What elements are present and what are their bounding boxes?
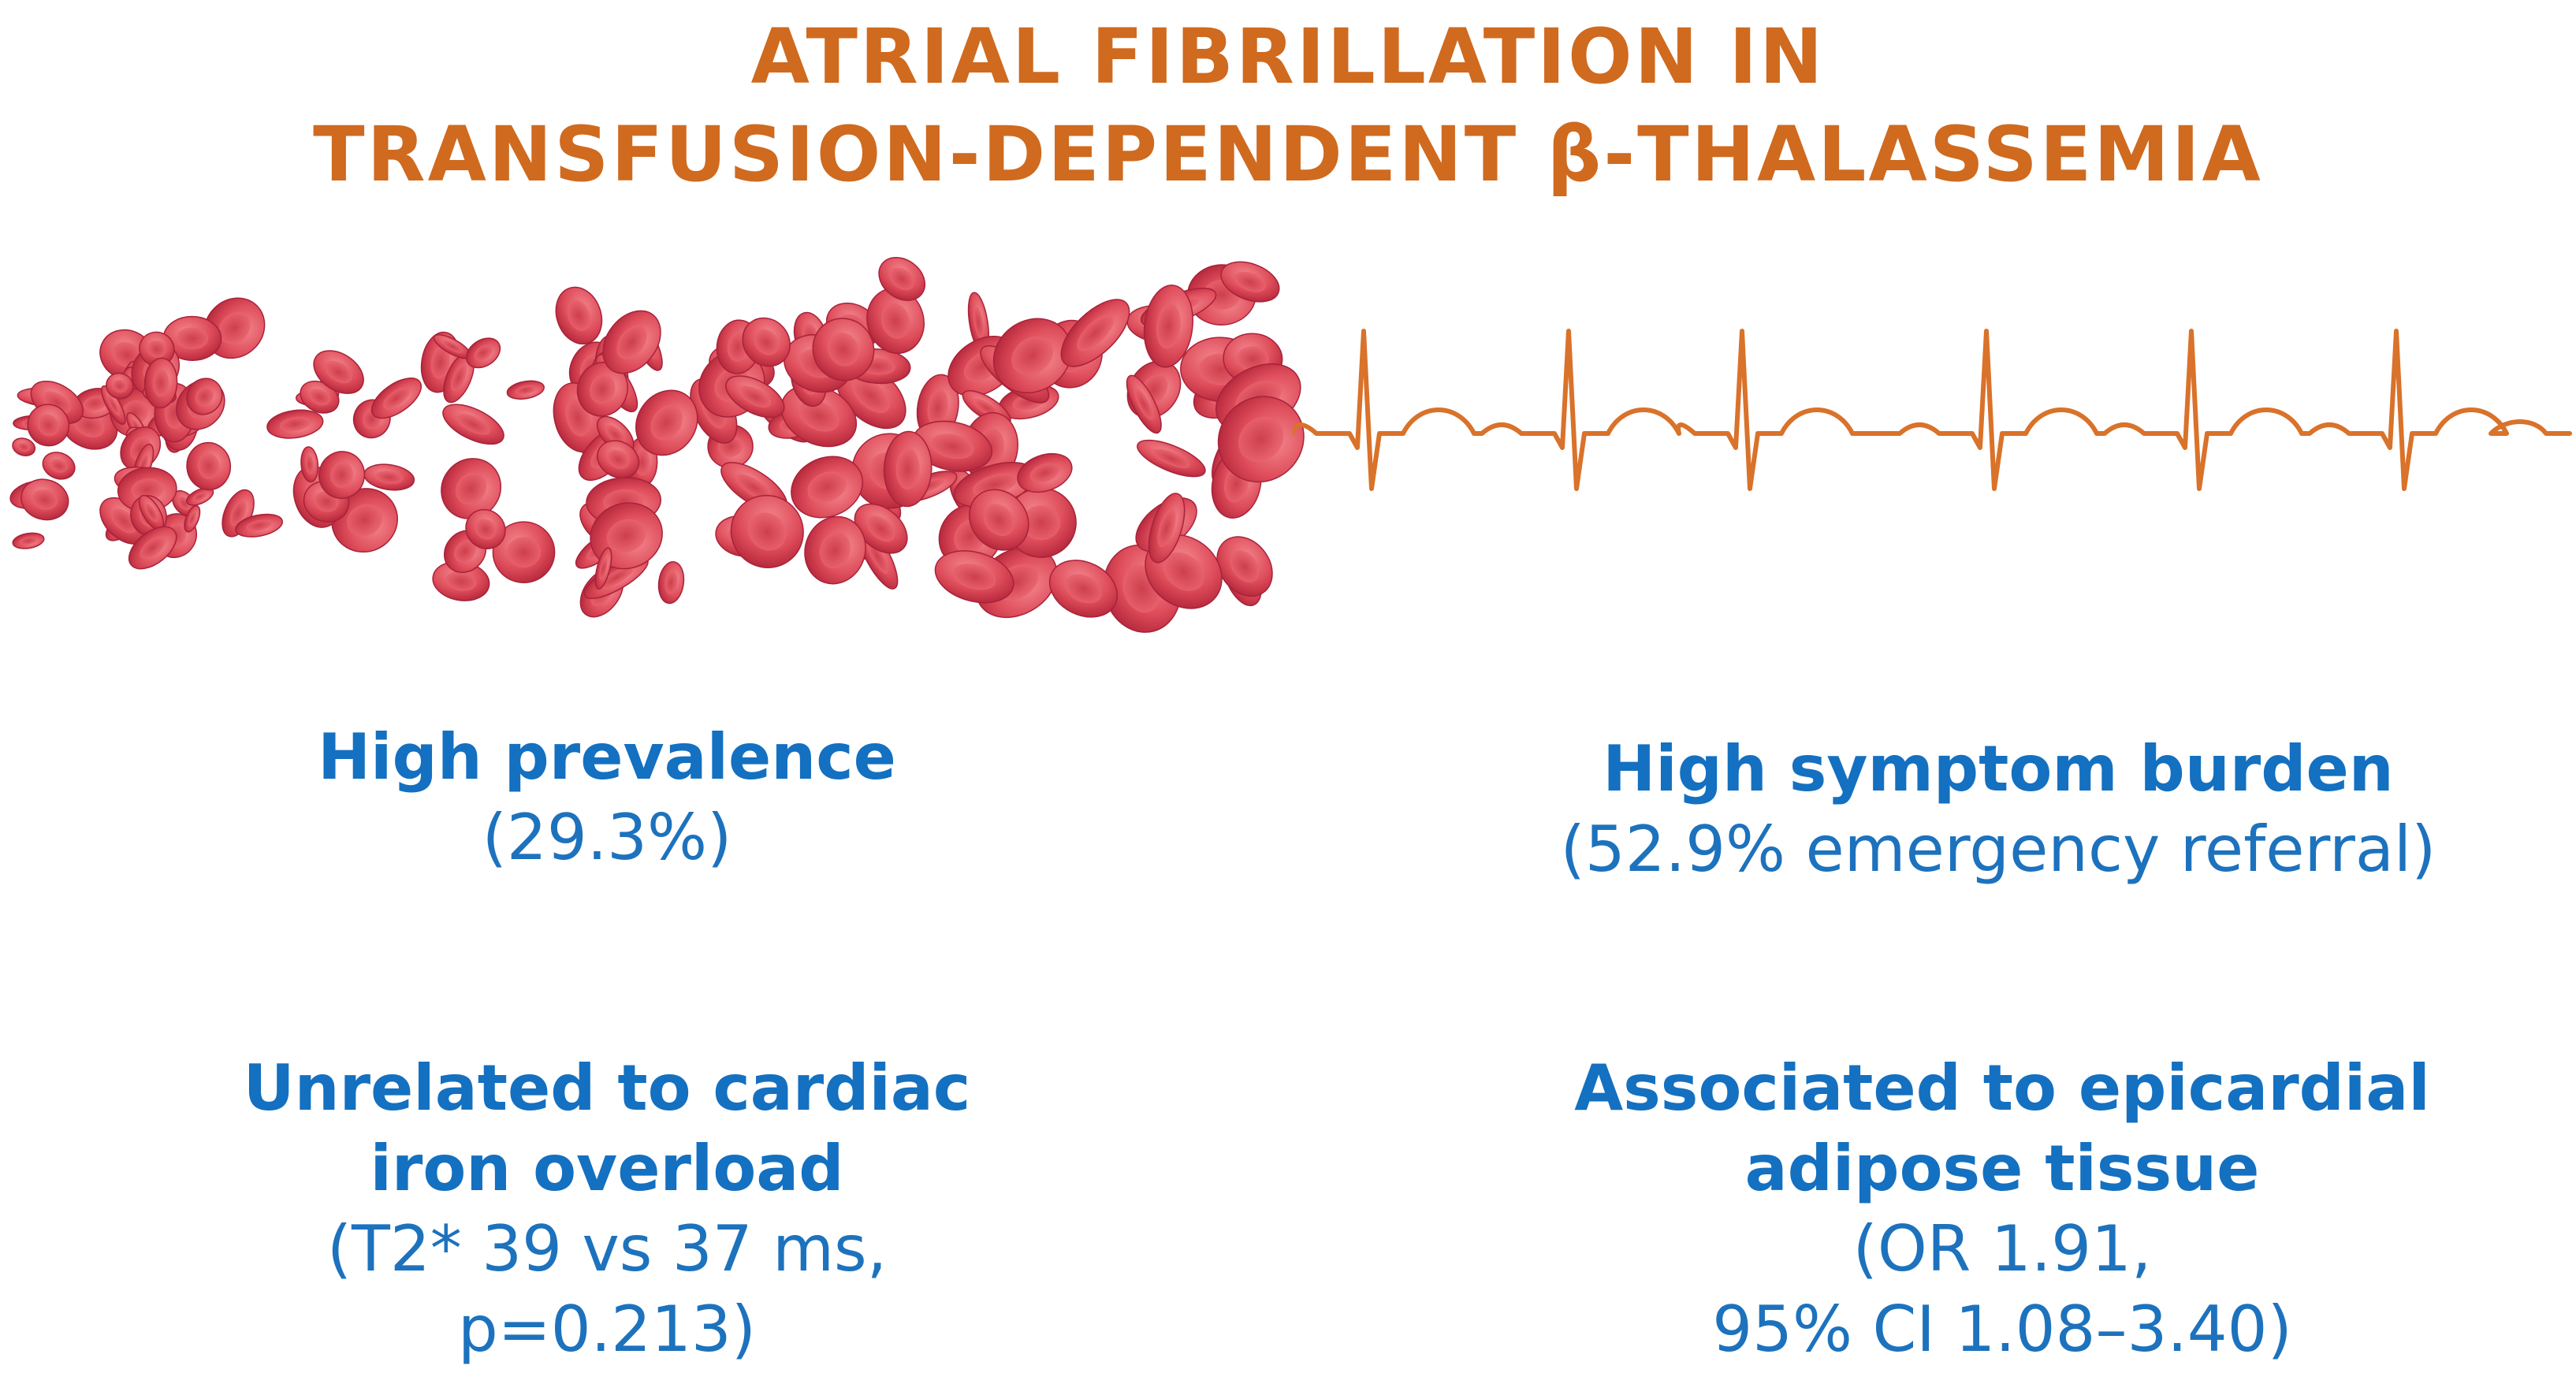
red-blood-cell bbox=[1060, 299, 1130, 367]
red-blood-cell bbox=[1126, 374, 1162, 434]
red-blood-cell bbox=[742, 317, 791, 367]
red-blood-cell bbox=[1143, 285, 1193, 368]
red-blood-cell bbox=[1137, 439, 1206, 478]
red-blood-cell bbox=[968, 489, 1029, 551]
red-blood-cell bbox=[442, 404, 504, 445]
red-blood-cell bbox=[812, 318, 875, 381]
red-blood-cell bbox=[725, 375, 785, 419]
red-blood-cell bbox=[1216, 536, 1273, 597]
ecg-trace-illustration bbox=[1293, 329, 2572, 491]
red-blood-cell bbox=[42, 452, 76, 480]
red-blood-cell bbox=[1220, 261, 1280, 303]
red-blood-cell bbox=[883, 430, 932, 508]
finding-iron-overload-detail-2: p=0.213) bbox=[457, 1293, 757, 1366]
red-blood-cell bbox=[854, 503, 908, 554]
red-blood-cell bbox=[555, 286, 603, 345]
finding-epicardial-adipose: Associated to epicardial adipose tissue … bbox=[1482, 1048, 2522, 1370]
finding-iron-overload-detail-1: (T2* 39 vs 37 ms, bbox=[326, 1212, 888, 1285]
red-blood-cell bbox=[441, 458, 502, 519]
finding-epicardial-adipose-detail-1: (OR 1.91, bbox=[1852, 1212, 2152, 1285]
infographic-title: ATRIAL FIBRILLATION IN TRANSFUSION-DEPEN… bbox=[0, 8, 2576, 203]
red-blood-cell bbox=[635, 389, 698, 456]
red-blood-cell bbox=[266, 409, 324, 439]
red-blood-cell bbox=[730, 494, 804, 568]
finding-epicardial-adipose-heading-1: Associated to epicardial bbox=[1574, 1051, 2430, 1125]
red-blood-cell bbox=[106, 372, 134, 400]
red-blood-cell bbox=[465, 508, 506, 549]
red-blood-cell bbox=[791, 456, 864, 519]
red-blood-cell bbox=[657, 560, 685, 605]
finding-prevalence-heading: High prevalence bbox=[318, 720, 896, 794]
red-blood-cell bbox=[186, 441, 232, 491]
finding-iron-overload: Unrelated to cardiac iron overload (T2* … bbox=[142, 1048, 1072, 1370]
red-blood-cell bbox=[992, 318, 1072, 394]
red-blood-cell bbox=[27, 404, 70, 447]
finding-symptom-burden-heading: High symptom burden bbox=[1603, 732, 2394, 805]
title-line-2: TRANSFUSION-DEPENDENT β-THALASSEMIA bbox=[313, 110, 2263, 199]
red-blood-cell bbox=[492, 521, 556, 584]
red-blood-cell bbox=[804, 515, 866, 585]
ecg-waveform bbox=[1293, 329, 2572, 491]
red-blood-cell bbox=[12, 532, 45, 549]
red-blood-cell bbox=[184, 504, 201, 533]
red-blood-cell bbox=[878, 256, 926, 301]
red-blood-cell bbox=[12, 437, 36, 456]
red-blood-cell bbox=[235, 513, 283, 538]
red-blood-cell bbox=[866, 288, 925, 355]
red-blood-cell bbox=[1017, 452, 1073, 493]
red-blood-cells-illustration bbox=[9, 256, 1305, 633]
finding-prevalence-detail: (29.3%) bbox=[482, 801, 732, 874]
red-blood-cell bbox=[1148, 493, 1186, 564]
red-blood-cell bbox=[934, 550, 1014, 604]
red-blood-cell bbox=[1217, 396, 1305, 483]
finding-symptom-burden-detail: (52.9% emergency referral) bbox=[1560, 813, 2436, 886]
red-blood-cell bbox=[594, 547, 612, 590]
red-blood-cell bbox=[185, 487, 214, 506]
red-blood-cell bbox=[143, 357, 178, 409]
finding-epicardial-adipose-detail-2: 95% CI 1.08–3.40) bbox=[1712, 1293, 2292, 1366]
red-blood-cell bbox=[101, 385, 126, 426]
red-blood-cell bbox=[506, 380, 545, 400]
red-blood-cell bbox=[576, 361, 628, 417]
finding-iron-overload-heading-1: Unrelated to cardiac bbox=[243, 1051, 971, 1125]
red-blood-cell bbox=[780, 384, 858, 448]
finding-prevalence: High prevalence (29.3%) bbox=[173, 717, 1040, 878]
red-blood-cell bbox=[597, 440, 640, 479]
red-blood-cell bbox=[300, 446, 319, 483]
red-blood-cell bbox=[370, 378, 423, 419]
finding-iron-overload-heading-2: iron overload bbox=[370, 1132, 844, 1205]
finding-symptom-burden: High symptom burden (52.9% emergency ref… bbox=[1466, 729, 2530, 890]
red-blood-cell bbox=[1048, 560, 1119, 618]
red-blood-cell bbox=[318, 451, 366, 499]
red-blood-cell bbox=[466, 337, 501, 369]
red-blood-cell bbox=[128, 526, 177, 570]
red-blood-cell bbox=[602, 310, 661, 374]
red-blood-cell bbox=[162, 315, 222, 361]
red-blood-cell bbox=[139, 331, 175, 367]
finding-epicardial-adipose-heading-2: adipose tissue bbox=[1744, 1132, 2260, 1205]
red-blood-cell bbox=[186, 378, 223, 415]
red-blood-cell bbox=[313, 350, 364, 394]
red-blood-cell bbox=[117, 467, 177, 512]
red-blood-cell bbox=[20, 478, 69, 521]
title-line-1: ATRIAL FIBRILLATION IN bbox=[750, 13, 1826, 101]
